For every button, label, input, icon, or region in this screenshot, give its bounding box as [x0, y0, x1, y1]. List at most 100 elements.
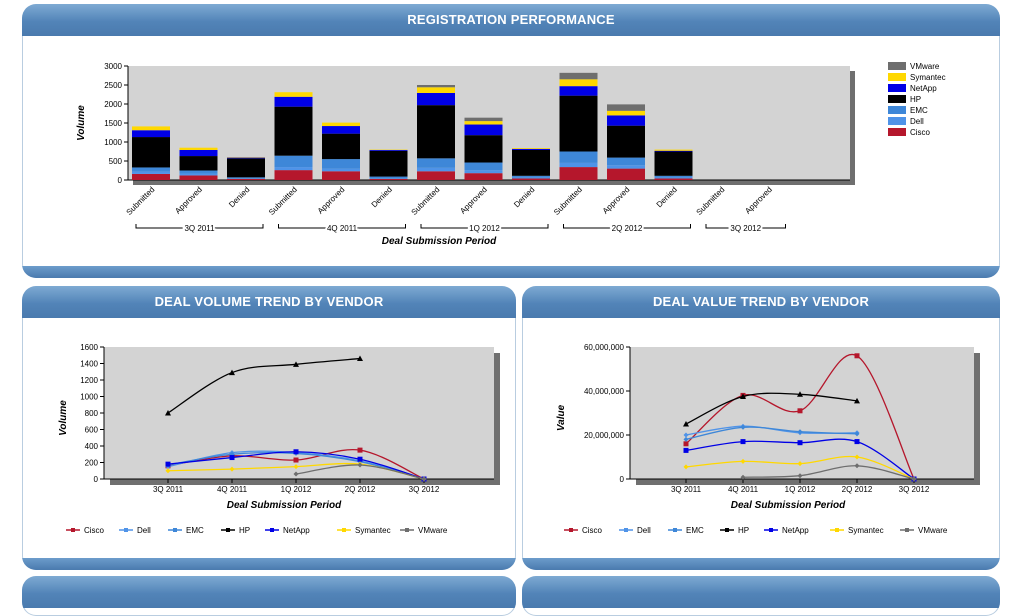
group-label: 3Q 2011 — [184, 224, 215, 233]
bar-symantec — [132, 126, 170, 130]
y-tick-label: 1400 — [80, 360, 98, 369]
legend-label: Dell — [137, 526, 151, 535]
x-tick-label: 3Q 2012 — [409, 485, 440, 494]
bar-cisco — [417, 171, 455, 180]
point-netapp — [230, 455, 235, 460]
bar-emc — [655, 176, 693, 178]
bar-cisco — [132, 174, 170, 180]
registration-panel-footer — [22, 266, 1000, 278]
x-axis-title: Deal Submission Period — [382, 236, 497, 247]
y-tick-label: 40,000,000 — [584, 387, 625, 396]
legend-label: HP — [910, 95, 921, 104]
bar-dell — [322, 169, 360, 172]
point-netapp — [741, 439, 746, 444]
x-tick-label: 3Q 2011 — [153, 485, 184, 494]
legend-label: Dell — [910, 117, 924, 126]
legend-label: EMC — [686, 526, 704, 535]
x-tick-label: 2Q 2012 — [842, 485, 873, 494]
legend-marker-cisco — [71, 528, 75, 532]
bar-hp — [655, 152, 693, 176]
bar-emc — [322, 159, 360, 169]
legend-swatch-vmware — [888, 62, 906, 70]
bar-symantec — [180, 148, 218, 150]
volume-panel-title: DEAL VOLUME TREND BY VENDOR — [22, 286, 516, 318]
bar-cisco — [512, 178, 550, 180]
bar-hp — [417, 105, 455, 158]
bar-netapp — [607, 115, 645, 125]
legend-marker-netapp — [270, 528, 274, 532]
point-cisco — [798, 408, 803, 413]
bar-emc — [227, 177, 265, 178]
bar-hp — [180, 156, 218, 170]
legend-marker-dell — [124, 528, 128, 532]
y-tick-label: 800 — [85, 409, 99, 418]
x-axis-title: Deal Submission Period — [731, 500, 846, 511]
y-tick-label: 600 — [85, 426, 99, 435]
x-category-label: Approved — [458, 185, 489, 216]
x-tick-label: 4Q 2011 — [217, 485, 248, 494]
legend-swatch-hp — [888, 95, 906, 103]
bar-cisco — [465, 173, 503, 180]
bar-dell — [465, 170, 503, 173]
point-cisco — [294, 458, 299, 463]
bar-emc — [180, 171, 218, 174]
legend-marker-cisco — [569, 528, 573, 532]
legend-label: Symantec — [848, 526, 884, 535]
bar-cisco — [560, 167, 598, 180]
x-category-label: Approved — [173, 185, 204, 216]
bar-vmware — [417, 85, 455, 87]
bar-dell — [132, 172, 170, 174]
bar-hp — [370, 151, 408, 177]
bar-emc — [370, 177, 408, 179]
y-tick-label: 1600 — [80, 343, 98, 352]
x-category-label: Approved — [743, 185, 774, 216]
x-axis-title: Deal Submission Period — [227, 500, 342, 511]
y-tick-label: 1500 — [104, 119, 122, 128]
legend-label: EMC — [186, 526, 204, 535]
legend-label: Cisco — [84, 526, 105, 535]
legend-marker-netapp — [769, 528, 773, 532]
bar-cisco — [655, 178, 693, 180]
x-tick-label: 4Q 2011 — [728, 485, 759, 494]
bar-netapp — [275, 97, 313, 107]
y-axis-title: Volume — [58, 400, 69, 436]
x-category-label: Denied — [370, 185, 394, 209]
y-tick-label: 0 — [118, 176, 123, 185]
x-category-label: Approved — [601, 185, 632, 216]
legend-marker-emc — [173, 528, 177, 532]
bar-emc — [560, 152, 598, 163]
x-category-label: Submitted — [410, 185, 442, 217]
bar-netapp — [180, 150, 218, 156]
legend-swatch-dell — [888, 117, 906, 125]
point-cisco — [684, 441, 689, 446]
legend-label: HP — [239, 526, 250, 535]
bar-cisco — [227, 179, 265, 180]
x-tick-label: 1Q 2012 — [281, 485, 312, 494]
bar-symantec — [655, 150, 693, 151]
group-label: 1Q 2012 — [469, 224, 500, 233]
bar-dell — [512, 178, 550, 179]
bar-dell — [180, 174, 218, 176]
bar-hp — [560, 96, 598, 152]
x-tick-label: 1Q 2012 — [785, 485, 816, 494]
bar-cisco — [275, 170, 313, 180]
bar-emc — [607, 158, 645, 166]
legend-marker-dell — [624, 528, 628, 532]
y-tick-label: 1000 — [80, 393, 98, 402]
legend-label: Symantec — [910, 73, 946, 82]
lower-right-panel-header — [522, 576, 1000, 608]
y-tick-label: 20,000,000 — [584, 431, 625, 440]
bar-hp — [512, 150, 550, 176]
x-tick-label: 3Q 2011 — [671, 485, 702, 494]
y-tick-label: 0 — [94, 475, 99, 484]
bar-netapp — [417, 93, 455, 105]
bar-cisco — [607, 169, 645, 180]
y-axis-title: Volume — [76, 105, 87, 141]
legend-label: Cisco — [910, 128, 931, 137]
legend-marker-symantec — [835, 528, 839, 532]
group-label: 3Q 2012 — [730, 224, 761, 233]
point-cisco — [358, 448, 363, 453]
legend-marker-hp — [725, 528, 729, 532]
